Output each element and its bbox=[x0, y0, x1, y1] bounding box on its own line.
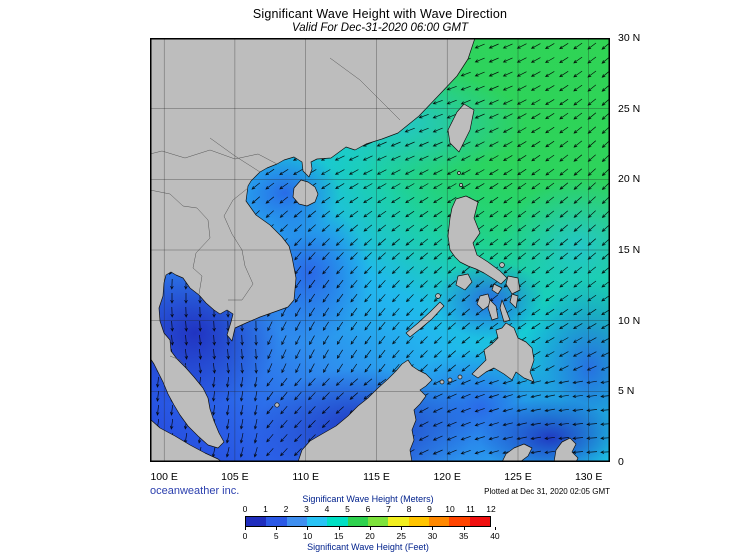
land-negros bbox=[487, 299, 499, 321]
island-batanes bbox=[457, 171, 461, 175]
colorbar-feet-tickmark bbox=[401, 527, 403, 530]
land-asia-mainland bbox=[149, 37, 476, 449]
lon-tick-label: 125 E bbox=[504, 471, 532, 483]
lat-tick-label: 20 N bbox=[618, 173, 641, 186]
map-frame bbox=[150, 38, 610, 462]
colorbar-meter-tick: 12 bbox=[486, 504, 496, 514]
island-babuyan bbox=[459, 183, 463, 187]
colorbar-feet-tick: 15 bbox=[333, 531, 344, 541]
island-catanduanes bbox=[499, 262, 505, 268]
valid-time-subtitle: Valid For Dec-31-2020 06:00 GMT bbox=[292, 22, 468, 34]
colorbar-segment bbox=[388, 517, 409, 526]
colorbar-feet-tickmark bbox=[307, 527, 309, 530]
land-samar bbox=[505, 275, 521, 295]
lon-tick-label: 120 E bbox=[433, 471, 461, 483]
colorbar-segment bbox=[408, 517, 429, 526]
colorbar-feet-tickmark bbox=[276, 527, 278, 530]
colorbar-segment bbox=[469, 517, 490, 526]
grid-lines bbox=[150, 38, 610, 462]
colorbar-meter-tick: 3 bbox=[304, 504, 309, 514]
colorbar-feet-tick: 0 bbox=[242, 531, 248, 541]
colorbar-feet-tick: 35 bbox=[458, 531, 469, 541]
island-natuna bbox=[274, 402, 280, 408]
colorbar-meter-tick: 0 bbox=[242, 504, 248, 514]
colorbar-meter-tick: 6 bbox=[365, 504, 371, 514]
land-mindanao bbox=[471, 322, 535, 383]
colorbar-feet-tick: 5 bbox=[273, 531, 279, 541]
lat-tick-label: 5 N bbox=[618, 385, 635, 398]
colorbar-meter-tick: 8 bbox=[406, 504, 412, 514]
legend-meters-label: Significant Wave Height (Meters) bbox=[302, 494, 434, 504]
wave-map bbox=[110, 0, 755, 488]
colorbar-meter-tick: 11 bbox=[466, 504, 475, 514]
colorbar-meter-tick: 4 bbox=[324, 504, 330, 514]
lat-tick-label: 0 bbox=[618, 456, 624, 468]
colorbar-segment bbox=[286, 517, 307, 526]
colorbar-segment bbox=[367, 517, 389, 526]
colorbar-feet-tick: 40 bbox=[490, 531, 500, 541]
land-panay bbox=[476, 293, 492, 311]
colorbar-segment bbox=[449, 517, 470, 526]
island-sulu-1 bbox=[439, 379, 445, 385]
wave-height-colorbar bbox=[245, 516, 491, 527]
colorbar-feet-tickmark bbox=[369, 527, 371, 530]
lat-tick-label: 30 N bbox=[618, 32, 641, 44]
legend-feet-label: Significant Wave Height (Feet) bbox=[307, 542, 429, 552]
colorbar-meter-tick: 7 bbox=[386, 504, 391, 514]
oceanweather-credit: oceanweather inc. bbox=[150, 485, 240, 497]
colorbar-feet-tick: 10 bbox=[302, 531, 313, 541]
colorbar-segment bbox=[246, 517, 267, 526]
lat-tick-label: 10 N bbox=[618, 314, 641, 327]
colorbar-segment bbox=[327, 517, 348, 526]
colorbar-segment bbox=[266, 517, 287, 526]
colorbar-feet-tickmark bbox=[338, 527, 340, 530]
land-leyte bbox=[509, 293, 519, 309]
lon-tick-label: 130 E bbox=[574, 471, 603, 483]
page-title: Significant Wave Height with Wave Direct… bbox=[252, 7, 508, 21]
island-calamian bbox=[435, 293, 441, 299]
colorbar-feet-tick: 20 bbox=[365, 531, 375, 541]
land-luzon bbox=[447, 195, 508, 285]
colorbar-feet-tick: 30 bbox=[427, 531, 438, 541]
lon-tick-label: 115 E bbox=[363, 471, 390, 483]
colorbar-meter-tick: 10 bbox=[445, 504, 455, 514]
lat-tick-label: 15 N bbox=[618, 244, 641, 256]
colorbar-segment bbox=[347, 517, 368, 526]
colorbar-segment bbox=[306, 517, 328, 526]
colorbar-feet-tick: 25 bbox=[396, 531, 406, 541]
colorbar-feet-tickmark bbox=[432, 527, 434, 530]
colorbar-feet-tickmark bbox=[494, 527, 496, 530]
colorbar-meter-tick: 5 bbox=[345, 504, 350, 514]
lon-tick-label: 110 E bbox=[292, 471, 320, 483]
land-mindoro bbox=[455, 273, 473, 291]
lat-tick-label: 25 N bbox=[618, 102, 641, 115]
plotted-timestamp: Plotted at Dec 31, 2020 02:05 GMT bbox=[484, 487, 610, 496]
colorbar-meter-tick: 9 bbox=[427, 504, 432, 514]
island-sulu-2 bbox=[447, 377, 453, 383]
lon-tick-label: 100 E bbox=[150, 471, 178, 483]
map-area bbox=[110, 0, 755, 488]
land-borneo bbox=[297, 359, 433, 463]
lon-tick-label: 105 E bbox=[221, 471, 249, 483]
land-taiwan bbox=[447, 103, 475, 153]
land-masbate bbox=[491, 283, 503, 295]
land-cebu-bohol bbox=[499, 299, 511, 323]
colorbar-meter-tick: 1 bbox=[263, 504, 268, 514]
colorbar-segment bbox=[428, 517, 450, 526]
island-sulu-3 bbox=[457, 374, 463, 380]
colorbar-feet-tickmark bbox=[463, 527, 465, 530]
colorbar-feet-tickmark bbox=[245, 527, 246, 530]
colorbar-meter-tick: 2 bbox=[283, 504, 289, 514]
land-palawan bbox=[405, 301, 445, 338]
